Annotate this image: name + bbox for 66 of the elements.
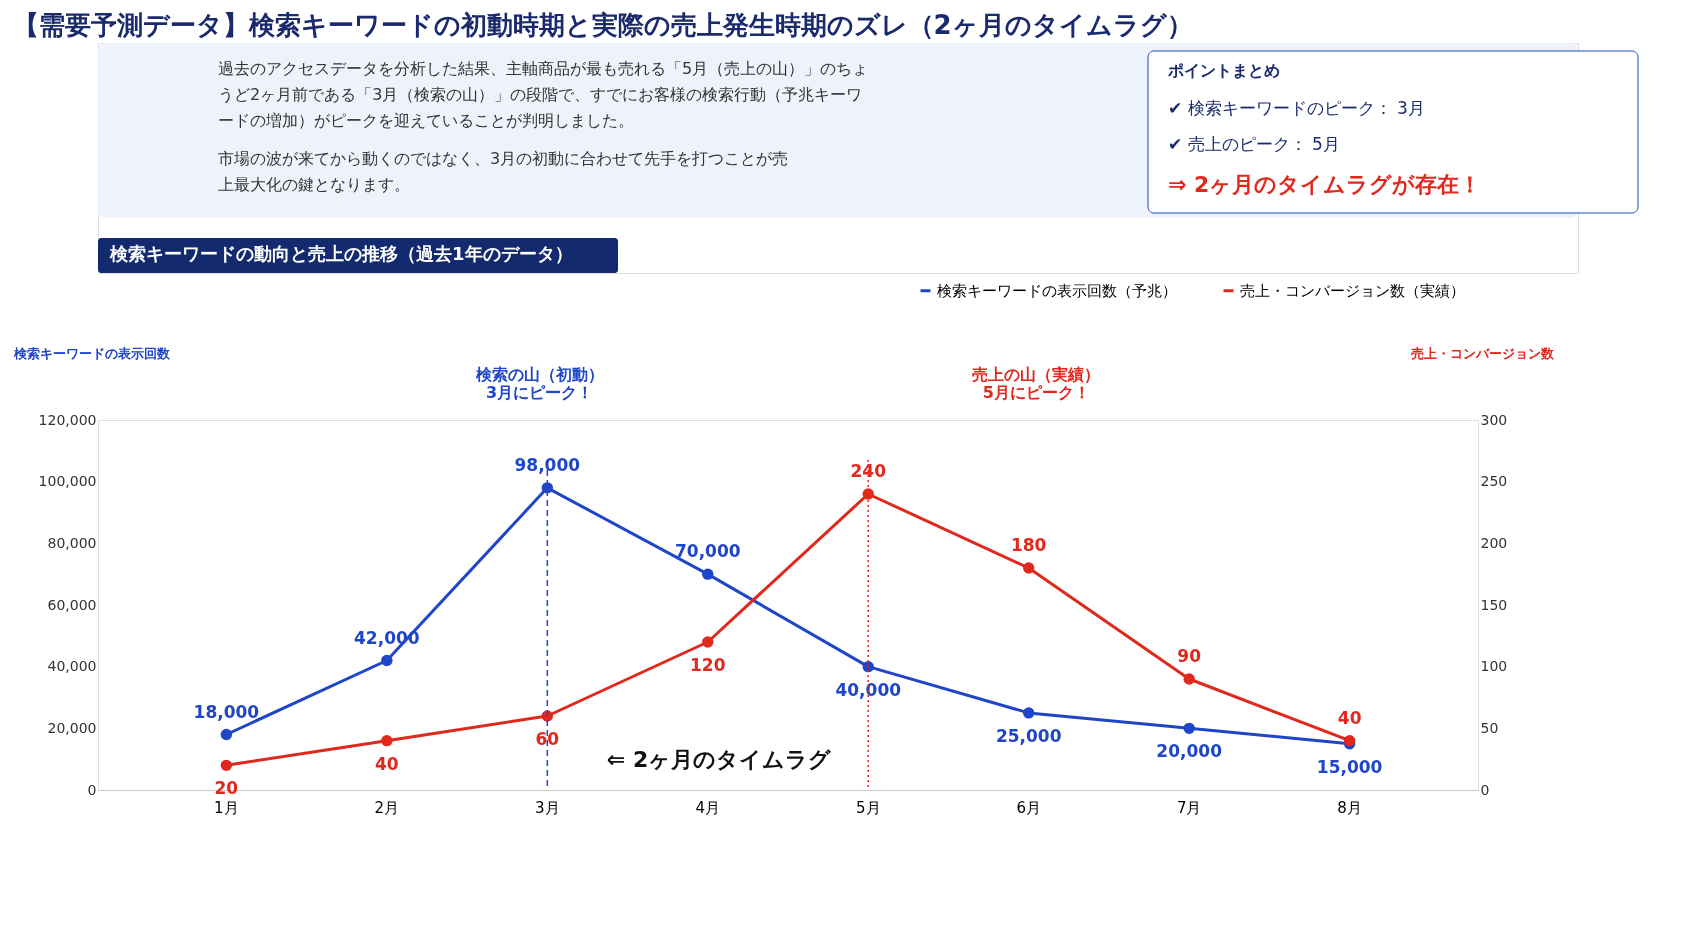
chart-title: 【需要予測データ】検索キーワードの初動時期と実際の売上発生時期のズレ（2ヶ月のタイムラグ） bbox=[12, 9, 1193, 40]
y-tick-label: 120,000 bbox=[38, 411, 97, 428]
y2-tick-label: 150 bbox=[1480, 596, 1508, 613]
data-label: 98,000 bbox=[514, 454, 581, 475]
point bbox=[1183, 722, 1195, 735]
x-tick-label: 8月 bbox=[1337, 798, 1362, 817]
y2-tick-label: 0 bbox=[1480, 781, 1490, 798]
y-tick-label: 80,000 bbox=[47, 534, 97, 551]
y-tick-label: 0 bbox=[87, 781, 97, 798]
point bbox=[1343, 734, 1356, 747]
y2-tick-label: 100 bbox=[1480, 658, 1508, 675]
text: ✔ 検索キーワードのピーク： 3月 bbox=[1168, 98, 1425, 118]
data-label: 90 bbox=[1177, 646, 1202, 666]
x-tick-label: 7月 bbox=[1176, 798, 1202, 817]
text: ✔ 売上のピーク： 5月 bbox=[1168, 134, 1340, 154]
legend-label: 検索キーワードの表示回数（予兆） bbox=[937, 281, 1177, 300]
y-tick-label: 100,000 bbox=[38, 473, 97, 490]
data-label: 15,000 bbox=[1316, 756, 1383, 777]
x-tick-label: 5月 bbox=[855, 798, 881, 817]
point bbox=[862, 488, 874, 500]
legend-label: 売上・コンバージョン数（実績） bbox=[1240, 281, 1465, 300]
data-label: 70,000 bbox=[674, 541, 741, 562]
y2-tick-label: 300 bbox=[1480, 411, 1508, 428]
text: 市場の波が来てから動くのではなく、3月の初動に合わせて先手を打つことが売上最大化の鍵となります。 bbox=[218, 149, 789, 194]
y2-tick-label: 200 bbox=[1480, 534, 1508, 551]
y2-axis-title: 売上・コンバージョン数 bbox=[1410, 345, 1555, 361]
data-label: 18,000 bbox=[193, 701, 260, 722]
x-tick-label: 2月 bbox=[374, 798, 400, 817]
data-label: 40 bbox=[375, 753, 399, 774]
point bbox=[1023, 707, 1035, 719]
x-tick-label: 6月 bbox=[1016, 798, 1041, 817]
x-tick-label: 3月 bbox=[535, 798, 560, 817]
point bbox=[220, 759, 233, 772]
data-label: 240 bbox=[850, 461, 887, 481]
point bbox=[1183, 673, 1195, 685]
y-tick-label: 40,000 bbox=[47, 658, 97, 675]
y-tick-label: 60,000 bbox=[47, 596, 97, 613]
point bbox=[541, 710, 553, 722]
data-label: 20 bbox=[214, 778, 239, 799]
x-tick-label: 4月 bbox=[695, 798, 721, 817]
y-tick-label: 20,000 bbox=[47, 719, 97, 736]
y2-tick-label: 50 bbox=[1480, 719, 1499, 736]
data-label: 180 bbox=[1010, 535, 1047, 555]
text: ⇒ 2ヶ月のタイムラグが存在！ bbox=[1168, 172, 1482, 197]
point bbox=[702, 568, 714, 580]
data-label: 20,000 bbox=[1156, 741, 1223, 762]
text: 検索の山（初動） 3月にピーク！ bbox=[474, 365, 604, 402]
point bbox=[702, 636, 714, 648]
data-label: 25,000 bbox=[995, 725, 1062, 746]
point bbox=[1023, 562, 1035, 574]
point bbox=[220, 728, 233, 741]
y2-tick-label: 250 bbox=[1480, 473, 1508, 490]
point bbox=[381, 734, 393, 747]
data-label: 40 bbox=[1337, 707, 1362, 728]
text: 過去のアクセスデータを分析した結果、主軸商品が最も売れる「5月（売上の山）」のちょうど2ヶ月前である「3月（検索の山）」の段階で、すでにお客様の検索行動（予兆キーワードの増加）がピークを迎えていることが判明しました。 bbox=[218, 59, 869, 130]
point bbox=[381, 654, 393, 667]
point bbox=[541, 482, 553, 494]
annotation: ⇐ 2ヶ月のタイムラグ bbox=[606, 747, 832, 772]
text: ポイントまとめ bbox=[1167, 61, 1280, 80]
chart-subtitle: 検索キーワードの動向と売上の推移（過去1年のデータ） bbox=[109, 243, 573, 264]
text: 売上の山（実績） 5月にピーク！ bbox=[972, 365, 1101, 402]
data-label: 120 bbox=[690, 655, 726, 675]
x-tick-label: 1月 bbox=[214, 798, 239, 817]
y-axis-title: 検索キーワードの表示回数 bbox=[12, 345, 171, 361]
data-label: 60 bbox=[535, 729, 560, 749]
data-label: 40,000 bbox=[835, 679, 902, 700]
